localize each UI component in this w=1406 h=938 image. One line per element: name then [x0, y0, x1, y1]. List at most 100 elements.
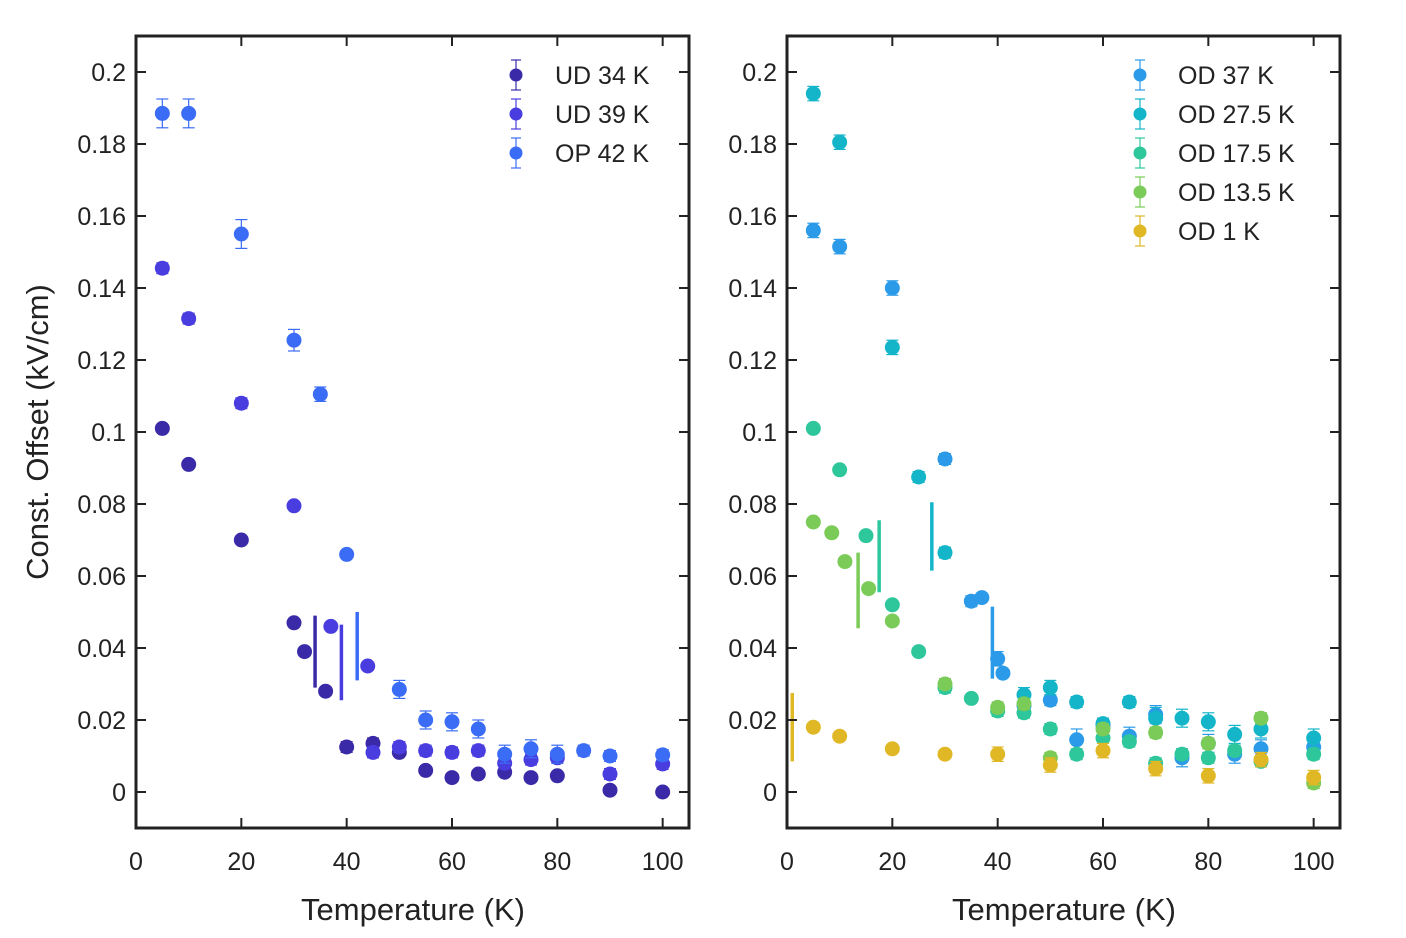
series-ud-34-k [154, 420, 671, 800]
data-point [995, 665, 1011, 681]
left-panel: 0 20 40 60 80 100 0 0.02 0.04 0.06 0.08 0.1 0.12 0.14… [20, 34, 691, 927]
data-point [497, 746, 513, 762]
data-point [154, 105, 170, 121]
legend-label: OD 17.5 K [1178, 140, 1295, 168]
data-point [418, 762, 434, 778]
data-point [1200, 750, 1216, 766]
data-point [1253, 752, 1269, 768]
data-point [1016, 696, 1032, 712]
data-point [549, 746, 565, 762]
data-point [884, 741, 900, 757]
data-point [990, 699, 1006, 715]
data-point [391, 681, 407, 697]
data-point [1148, 761, 1164, 777]
data-point [286, 615, 302, 631]
data-point [360, 658, 376, 674]
right-y-tick-label: 0.1 [742, 419, 777, 447]
data-point [470, 766, 486, 782]
data-point [444, 714, 460, 730]
series-od-1-k [790, 693, 1322, 786]
data-point [805, 719, 821, 735]
series-op-42-k [154, 98, 671, 764]
left-panel-marks [154, 98, 671, 800]
left-x-tick-label: 0 [129, 848, 143, 876]
data-point [974, 590, 990, 606]
data-point [365, 744, 381, 760]
left-y-axis-label: Const. Offset (kV/cm) [20, 284, 55, 580]
data-point [805, 86, 821, 102]
data-point [323, 618, 339, 634]
right-x-axis-label: Temperature (K) [952, 892, 1176, 927]
left-x-axis-label: Temperature (K) [301, 892, 525, 927]
legend-marker [1133, 146, 1147, 160]
data-point [470, 743, 486, 759]
data-point [832, 134, 848, 150]
legend-marker [509, 146, 523, 160]
data-point [602, 766, 618, 782]
data-point [154, 260, 170, 276]
legend-marker [1133, 107, 1147, 121]
data-point [1069, 732, 1085, 748]
data-point [1200, 714, 1216, 730]
right-y-tick-label: 0 [763, 779, 777, 807]
data-point [1042, 757, 1058, 773]
data-point [418, 743, 434, 759]
right-y-tick-label: 0.2 [742, 59, 777, 87]
data-point [1121, 734, 1137, 750]
data-point [181, 456, 197, 472]
data-point [937, 746, 953, 762]
left-y-tick-label: 0.1 [91, 419, 126, 447]
right-y-tick-label: 0.06 [728, 563, 777, 591]
left-axis-ticks: 0 20 40 60 80 100 0 0.02 0.04 0.06 0.08 0.1 0.12 0.14… [77, 36, 689, 876]
data-point [832, 239, 848, 255]
right-y-tick-label: 0.14 [728, 275, 777, 303]
data-point [911, 644, 927, 660]
legend-label: OD 1 K [1178, 218, 1260, 246]
right-legend: OD 37 K OD 27.5 K OD 17.5 K OD 13.5 K OD 1 K [1133, 59, 1295, 247]
data-point [805, 222, 821, 238]
left-x-tick-label: 80 [543, 848, 571, 876]
data-point [1174, 746, 1190, 762]
right-y-tick-label: 0.04 [728, 635, 777, 663]
right-x-tick-label: 40 [984, 848, 1012, 876]
data-point [963, 690, 979, 706]
data-point [418, 712, 434, 728]
legend-label: OD 13.5 K [1178, 179, 1295, 207]
data-point [233, 532, 249, 548]
right-x-tick-label: 0 [780, 848, 794, 876]
data-point [181, 105, 197, 121]
left-y-tick-label: 0 [112, 779, 126, 807]
data-point [1069, 746, 1085, 762]
legend-marker [509, 107, 523, 121]
right-x-tick-label: 80 [1194, 848, 1222, 876]
data-point [523, 770, 539, 786]
data-point [884, 339, 900, 355]
data-point [937, 545, 953, 561]
legend-label: UD 34 K [555, 62, 650, 90]
data-point [1042, 721, 1058, 737]
left-y-tick-label: 0.14 [77, 275, 126, 303]
left-x-tick-label: 100 [642, 848, 684, 876]
legend-marker [509, 68, 523, 82]
data-point [286, 498, 302, 514]
data-point [911, 469, 927, 485]
data-point [1069, 694, 1085, 710]
data-point [1253, 710, 1269, 726]
data-point [1148, 710, 1164, 726]
data-point [339, 546, 355, 562]
legend-marker [1133, 185, 1147, 199]
data-point [181, 311, 197, 327]
data-point [655, 784, 671, 800]
legend-label: UD 39 K [555, 101, 650, 129]
data-point [391, 739, 407, 755]
right-panel-marks [790, 85, 1322, 791]
right-panel: 0 20 40 60 80 100 0 0.02 0.04 0.06 0.08 0.1 0.12 0.14… [728, 34, 1342, 927]
data-point [1200, 768, 1216, 784]
data-point [444, 770, 460, 786]
left-legend: UD 34 K UD 39 K OP 42 K [509, 59, 650, 169]
data-point [884, 280, 900, 296]
data-point [832, 462, 848, 478]
data-point [1095, 721, 1111, 737]
data-point [1227, 726, 1243, 742]
